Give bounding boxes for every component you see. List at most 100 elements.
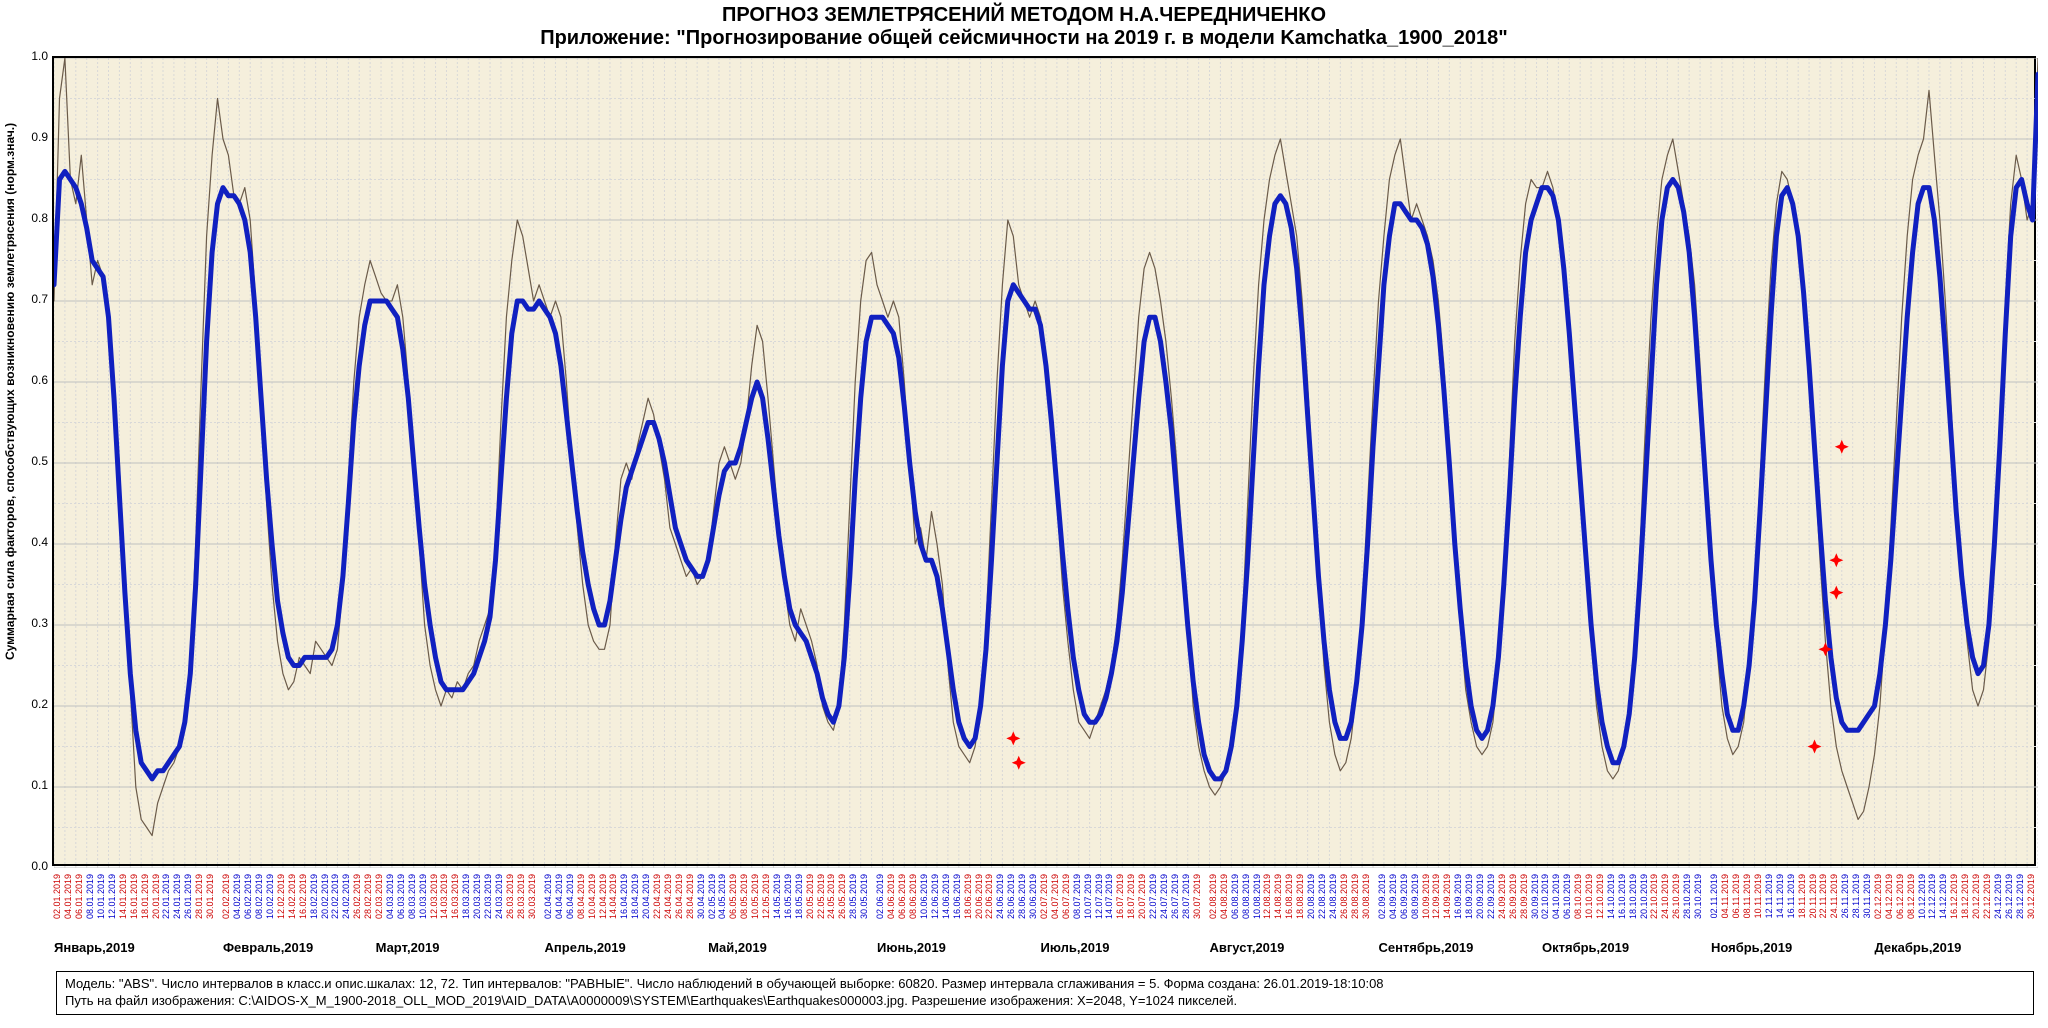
x-date-label: 26.06.2019 (1006, 874, 1016, 919)
x-date-label: 16.07.2019 (1115, 874, 1125, 919)
x-date-label: 14.05.2019 (772, 874, 782, 919)
page-title: ПРОГНОЗ ЗЕМЛЕТРЯСЕНИЙ МЕТОДОМ Н.А.ЧЕРЕДН… (0, 4, 2048, 27)
x-date-label: 22.07.2019 (1148, 874, 1158, 919)
x-date-label: 16.10.2019 (1617, 874, 1627, 919)
x-date-label: 30.04.2019 (696, 874, 706, 919)
x-date-label: 06.11.2019 (1731, 874, 1741, 918)
x-date-label: 04.01.2019 (63, 874, 73, 919)
x-month-label: Май,2019 (708, 940, 767, 955)
x-month-label: Июль,2019 (1041, 940, 1110, 955)
y-tick-label: 0.7 (24, 292, 48, 306)
x-date-label: 06.01.2019 (74, 874, 84, 919)
event-marker (1829, 586, 1843, 600)
x-date-label: 16.04.2019 (619, 874, 629, 919)
x-date-label: 10.05.2019 (750, 874, 760, 919)
x-date-label: 10.07.2019 (1083, 874, 1093, 919)
x-date-label: 10.08.2019 (1252, 874, 1262, 919)
x-date-label: 08.09.2019 (1410, 874, 1420, 919)
x-date-label: 14.03.2019 (439, 874, 449, 919)
x-date-label: 26.11.2019 (1840, 874, 1850, 918)
x-date-label: 08.07.2019 (1072, 874, 1082, 919)
x-date-label: 22.10.2019 (1649, 874, 1659, 919)
x-date-label: 30.06.2019 (1028, 874, 1038, 919)
x-date-label: 02.01.2019 (52, 874, 62, 919)
x-date-label: 08.10.2019 (1573, 874, 1583, 919)
x-date-label: 02.03.2019 (374, 874, 384, 919)
x-date-label: 14.06.2019 (941, 874, 951, 919)
x-date-label: 22.08.2019 (1317, 874, 1327, 919)
x-date-label: 12.01.2019 (107, 874, 117, 919)
x-date-label: 22.11.2019 (1818, 874, 1828, 918)
x-date-label: 26.07.2019 (1170, 874, 1180, 919)
x-date-label: 18.10.2019 (1628, 874, 1638, 919)
y-tick-label: 1.0 (24, 49, 48, 63)
x-date-label: 22.05.2019 (816, 874, 826, 919)
event-marker (1006, 731, 1020, 745)
chart-container (52, 56, 2036, 866)
x-date-label: 30.01.2019 (205, 874, 215, 919)
x-date-label: 20.08.2019 (1306, 874, 1316, 919)
x-date-label: 24.02.2019 (341, 874, 351, 919)
y-tick-label: 0.5 (24, 454, 48, 468)
x-date-label: 26.04.2019 (674, 874, 684, 919)
x-date-label: 26.12.2019 (2004, 874, 2014, 919)
y-tick-label: 0.9 (24, 130, 48, 144)
x-date-label: 20.03.2019 (472, 874, 482, 919)
page-subtitle: Приложение: "Прогнозирование общей сейсм… (0, 27, 2048, 50)
x-date-label: 28.06.2019 (1017, 874, 1027, 919)
x-date-label: 08.02.2019 (254, 874, 264, 919)
x-date-label: 30.10.2019 (1693, 874, 1703, 919)
x-date-label: 06.02.2019 (243, 874, 253, 919)
x-date-label: 24.03.2019 (494, 874, 504, 919)
x-month-label: Апрель,2019 (545, 940, 626, 955)
x-month-label: Октябрь,2019 (1542, 940, 1629, 955)
x-date-label: 20.09.2019 (1475, 874, 1485, 919)
x-date-label: 08.11.2019 (1742, 874, 1752, 918)
x-date-label: 04.12.2019 (1884, 874, 1894, 919)
x-date-label: 20.05.2019 (805, 874, 815, 919)
x-date-label: 12.04.2019 (598, 874, 608, 919)
x-date-label: 28.04.2019 (685, 874, 695, 919)
footer-line2: Путь на файл изображения: C:\AIDOS-X_M_1… (65, 993, 2025, 1010)
x-date-label: 08.05.2019 (739, 874, 749, 919)
x-date-label: 12.02.2019 (276, 874, 286, 919)
x-date-label: 02.04.2019 (543, 874, 553, 919)
x-date-label: 06.03.2019 (396, 874, 406, 919)
x-date-label: 20.10.2019 (1639, 874, 1649, 919)
x-date-label: 04.07.2019 (1050, 874, 1060, 919)
x-date-label: 20.02.2019 (320, 874, 330, 919)
x-date-label: 26.01.2019 (183, 874, 193, 919)
x-date-label: 16.11.2019 (1786, 874, 1796, 918)
x-date-label: 24.11.2019 (1829, 874, 1839, 918)
x-date-label: 06.04.2019 (565, 874, 575, 919)
x-date-label: 24.04.2019 (663, 874, 673, 919)
x-date-label: 14.11.2019 (1775, 874, 1785, 918)
x-date-label: 12.11.2019 (1764, 874, 1774, 918)
x-date-label: 30.09.2019 (1530, 874, 1540, 919)
x-date-label: 02.02.2019 (221, 874, 231, 919)
x-date-label: 24.01.2019 (172, 874, 182, 919)
x-month-label: Сентябрь,2019 (1378, 940, 1473, 955)
x-date-label: 28.10.2019 (1682, 874, 1692, 919)
event-marker (1835, 440, 1849, 454)
x-month-label: Февраль,2019 (223, 940, 313, 955)
x-date-label: 28.09.2019 (1519, 874, 1529, 919)
x-date-label: 16.05.2019 (783, 874, 793, 919)
event-marker (1829, 553, 1843, 567)
x-date-label: 20.04.2019 (641, 874, 651, 919)
x-date-label: 18.06.2019 (963, 874, 973, 919)
x-date-label: 16.03.2019 (450, 874, 460, 919)
x-date-label: 28.01.2019 (194, 874, 204, 919)
x-date-label: 10.01.2019 (96, 874, 106, 919)
x-date-label: 30.12.2019 (2026, 874, 2036, 919)
x-date-label: 18.04.2019 (630, 874, 640, 919)
x-date-label: 06.10.2019 (1562, 874, 1572, 919)
x-date-label: 20.07.2019 (1137, 874, 1147, 919)
x-date-label: 02.10.2019 (1540, 874, 1550, 919)
x-date-label: 30.03.2019 (527, 874, 537, 919)
x-date-label: 04.11.2019 (1720, 874, 1730, 918)
x-date-label: 08.12.2019 (1906, 874, 1916, 919)
x-date-label: 14.02.2019 (287, 874, 297, 919)
x-date-label: 22.01.2019 (161, 874, 171, 919)
y-tick-label: 0.3 (24, 616, 48, 630)
